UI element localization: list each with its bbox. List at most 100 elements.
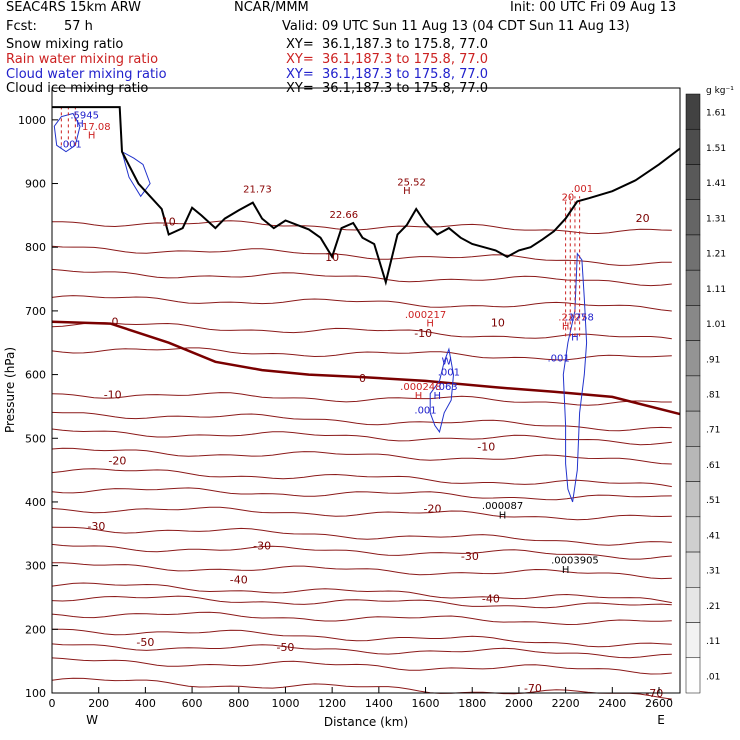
colorbar-label: .01 <box>706 672 720 682</box>
colorbar-swatch <box>685 622 701 659</box>
cloud-water-contour <box>562 252 588 503</box>
isotherm-line <box>51 322 672 340</box>
y-tick-label: 500 <box>25 432 46 445</box>
extremum-label: .2227 <box>558 313 587 324</box>
x-end-label-east: E <box>657 713 665 727</box>
extremum-label: 22.66 <box>330 210 359 221</box>
isotherm-line <box>51 428 672 446</box>
extremum-label: .5945 <box>70 111 99 122</box>
isotherm-line <box>52 220 672 235</box>
isotherm-label: 0 <box>359 372 366 385</box>
colorbar-swatch <box>685 551 701 588</box>
x-tick-label: 2400 <box>598 697 626 710</box>
y-tick-label: 1000 <box>18 114 46 127</box>
isotherm-line <box>51 268 672 287</box>
y-tick-label: 400 <box>25 496 46 509</box>
x-tick-label: 1800 <box>458 697 486 710</box>
colorbar-swatch <box>685 587 701 623</box>
isotherm-line <box>52 562 672 580</box>
colorbar-swatch <box>685 128 701 165</box>
isotherm-line <box>51 506 672 521</box>
colorbar-label: 1.11 <box>706 285 726 295</box>
isotherm-line <box>51 411 672 432</box>
isotherm-label: 0 <box>112 316 119 329</box>
x-tick-label: 1400 <box>365 697 393 710</box>
isotherm-line <box>51 657 672 675</box>
y-tick-label: 800 <box>25 241 46 254</box>
field-rain-label: Rain water mixing ratio <box>6 52 159 67</box>
extremum-label: .000248 <box>400 382 441 393</box>
y-tick-label: 900 <box>25 178 46 191</box>
isotherm-label: -10 <box>477 441 495 454</box>
extremum-label: W <box>442 357 452 368</box>
extremum-label: H <box>571 332 579 343</box>
colorbar-label: .51 <box>706 496 720 506</box>
x-tick-label: 400 <box>135 697 156 710</box>
x-axis-label: Distance (km) <box>324 715 408 729</box>
isotherm-label: -70 <box>524 682 542 695</box>
colorbar-swatch <box>685 93 701 130</box>
isotherm-label: -50 <box>276 641 294 654</box>
cloud-water-contour <box>429 347 455 434</box>
isotherm-label: -30 <box>253 539 271 552</box>
extremum-label: H <box>415 391 423 402</box>
colorbar-label: 1.41 <box>706 179 726 189</box>
extremum-label: H <box>562 322 570 333</box>
isotherm-label: -20 <box>108 455 126 468</box>
isotherm-line <box>51 595 672 609</box>
extremum-label: 20 <box>562 192 575 203</box>
x-tick-label: 1000 <box>271 697 299 710</box>
extremum-label: .0003905 <box>551 555 599 566</box>
y-tick-label: 100 <box>25 687 46 700</box>
colorbar-swatch <box>685 199 701 236</box>
colorbar-label: .41 <box>706 531 720 541</box>
extremum-label: H <box>426 318 434 329</box>
valid-time: Valid: 09 UTC Sun 11 Aug 13 (04 CDT Sun … <box>282 19 630 34</box>
isotherm-line <box>51 468 672 488</box>
extremum-label: .001 <box>547 353 569 364</box>
colorbar: 1.61 1.51 1.41 1.31 1.21 1.11 1.01 .91 .81 .71 .61… <box>685 93 726 694</box>
isotherm-label: 10 <box>491 316 505 329</box>
field-snow-xy: XY= 36.1,187.3 to 175.8, 77.0 <box>286 37 489 52</box>
field-cloud-water-xy: XY= 36.1,187.3 to 175.8, 77.0 <box>286 67 489 82</box>
extremum-label: .001 <box>438 367 460 378</box>
colorbar-swatch <box>685 516 701 553</box>
isotherm-line <box>51 526 672 546</box>
colorbar-label: .31 <box>706 567 720 577</box>
y-tick-label: 700 <box>25 305 46 318</box>
colorbar-label: 1.21 <box>706 250 726 260</box>
colorbar-label: .61 <box>706 461 720 471</box>
extremum-label: H <box>76 119 84 130</box>
extremum-label: .063 <box>435 382 457 393</box>
colorbar-label: 1.51 <box>706 144 726 154</box>
extremum-label: H <box>403 186 411 197</box>
y-tick-label: 200 <box>25 623 46 636</box>
colorbar-swatch <box>685 269 701 306</box>
isotherm-label: -20 <box>424 502 442 515</box>
x-tick-label: 2200 <box>552 697 580 710</box>
x-tick-label: 800 <box>228 697 249 710</box>
extremum-label: .000087 <box>482 501 523 512</box>
x-tick-label: 2000 <box>505 697 533 710</box>
isotherm-label: -30 <box>461 550 479 563</box>
extremum-label: 25.52 <box>397 178 426 189</box>
model-title: SEAC4RS 15km ARW <box>6 0 142 15</box>
colorbar-label: 1.31 <box>706 214 726 224</box>
extremum-label: H <box>499 511 507 522</box>
extremum-label: .000217 <box>405 310 446 321</box>
colorbar-label: .11 <box>706 637 720 647</box>
isotherm-label: -40 <box>482 593 500 606</box>
y-tick-label: 600 <box>25 369 46 382</box>
colorbar-label: .91 <box>706 355 720 365</box>
field-snow-label: Snow mixing ratio <box>6 37 124 52</box>
isotherm-label: -10 <box>104 388 122 401</box>
extremum-label: 21.73 <box>243 185 272 196</box>
isotherm-line <box>51 543 672 560</box>
isotherm-line <box>51 245 672 266</box>
extremum-label: 17.08 <box>82 122 111 133</box>
field-cloud-water-label: Cloud water mixing ratio <box>6 67 167 82</box>
plot-frame <box>51 87 681 694</box>
colorbar-label: .81 <box>706 391 720 401</box>
extremum-label: H <box>562 565 570 576</box>
isotherm-label: 10 <box>162 216 176 229</box>
